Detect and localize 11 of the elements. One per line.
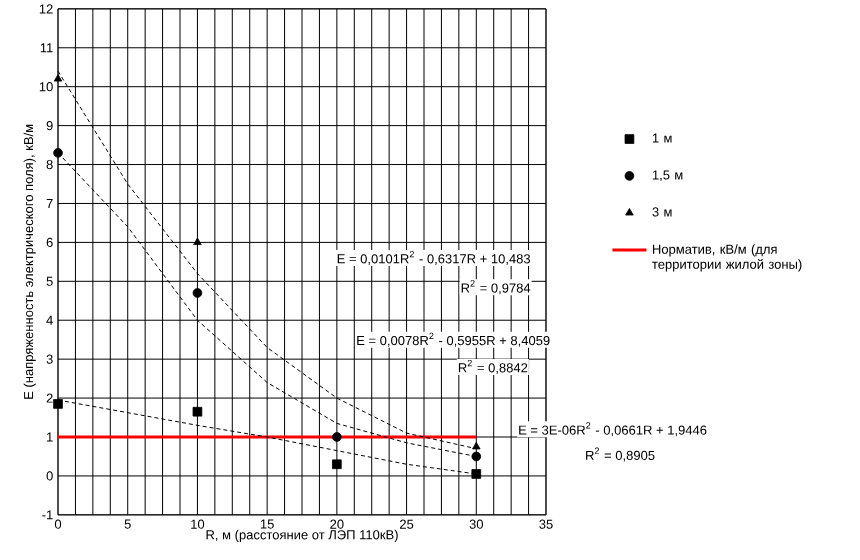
point bbox=[471, 451, 482, 461]
point bbox=[471, 468, 482, 479]
point bbox=[472, 441, 481, 449]
point bbox=[53, 73, 63, 82]
point bbox=[192, 406, 203, 417]
point bbox=[332, 431, 342, 442]
point bbox=[332, 459, 342, 469]
point bbox=[193, 237, 202, 245]
point bbox=[53, 398, 63, 409]
point bbox=[53, 147, 63, 158]
point bbox=[192, 287, 203, 298]
